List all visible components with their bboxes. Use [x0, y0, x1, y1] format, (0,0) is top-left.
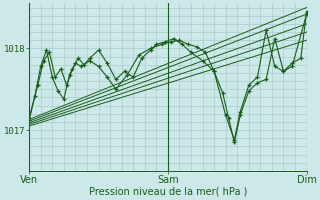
X-axis label: Pression niveau de la mer( hPa ): Pression niveau de la mer( hPa ): [89, 187, 247, 197]
